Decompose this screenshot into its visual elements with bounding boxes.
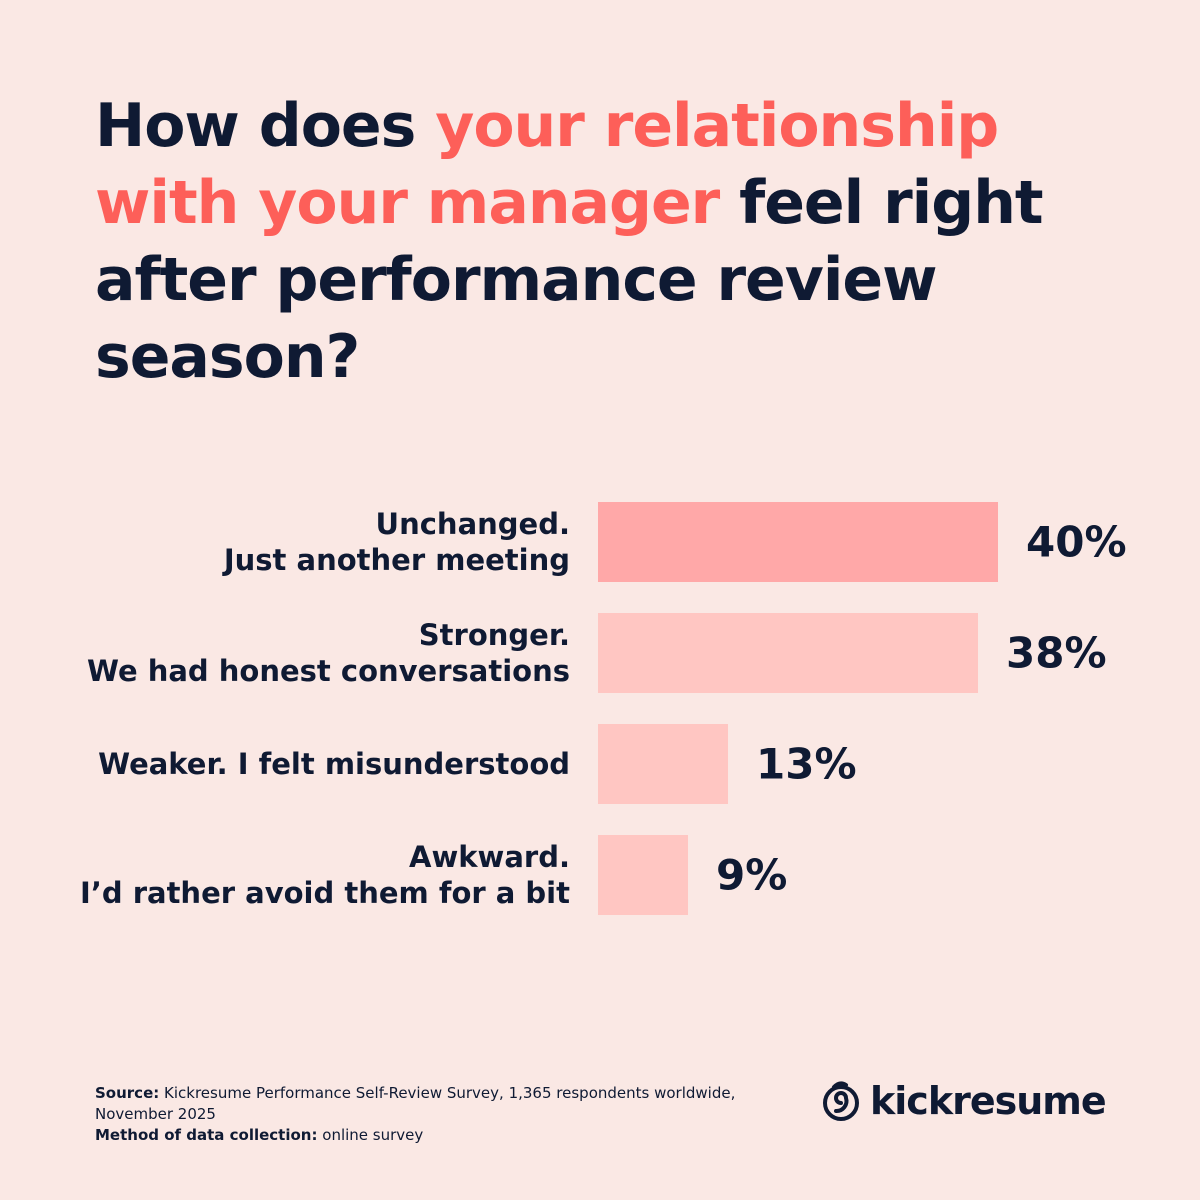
title-part: How does (95, 91, 436, 161)
method-line: Method of data collection: online survey (95, 1125, 745, 1146)
category-label: Awkward. I’d rather avoid them for a bit (80, 840, 570, 910)
category-label: Unchanged. Just another meeting (223, 507, 570, 577)
footer: Source: Kickresume Performance Self-Revi… (95, 1083, 745, 1146)
title-part: your relationship with your manager (95, 91, 999, 238)
value-label: 9% (716, 850, 788, 900)
bar (598, 502, 998, 582)
logo-icon (823, 1081, 859, 1121)
source-line: Source: Kickresume Performance Self-Revi… (95, 1083, 745, 1125)
logo: kickresume (820, 1078, 1107, 1124)
source-label: Source: (95, 1084, 160, 1102)
chart-title: How does your relationship with your man… (95, 88, 1105, 396)
category-label: Stronger. We had honest conversations (87, 618, 570, 688)
method-label: Method of data collection: (95, 1126, 318, 1144)
value-label: 13% (756, 739, 857, 789)
method: online survey (322, 1126, 424, 1144)
value-label: 40% (1026, 517, 1127, 567)
logo-text: kickresume (870, 1079, 1107, 1123)
source: Kickresume Performance Self-Review Surve… (95, 1084, 736, 1123)
bar (598, 613, 978, 693)
bar (598, 724, 728, 804)
category-label: Weaker. I felt misunderstood (98, 747, 570, 781)
title-part: feel right after performance review seas… (95, 168, 1044, 392)
bar (598, 835, 688, 915)
value-label: 38% (1006, 628, 1107, 678)
